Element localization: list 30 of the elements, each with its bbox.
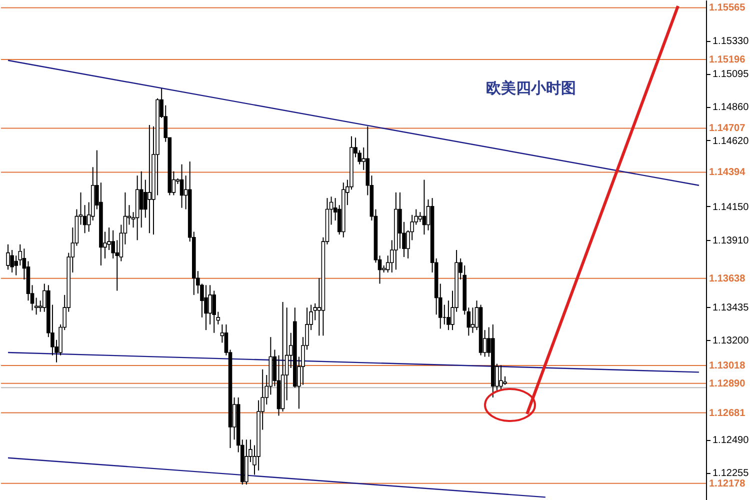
ref-line-label: 1.14394: [709, 167, 746, 178]
y-tick-label: 1.14150: [712, 202, 750, 213]
y-tick-label: 1.14620: [712, 136, 750, 147]
candlestick: [148, 124, 152, 234]
candlestick: [6, 244, 10, 270]
y-tick-label: 1.13910: [712, 236, 750, 247]
candlestick: [470, 307, 475, 334]
y-tick-label: 1.15330: [712, 36, 750, 48]
y-tick-label: 1.12490: [712, 435, 750, 446]
candlestick: [499, 364, 503, 391]
ref-line-label: 1.12681: [709, 408, 746, 419]
candlestick: [204, 284, 208, 331]
ref-line-label: 1.12178: [709, 478, 746, 490]
y-tick-label: 1.13200: [712, 335, 750, 346]
ref-line-label: 1.12890: [709, 378, 746, 390]
ref-line-label: 1.14707: [709, 123, 746, 134]
text: 欧美四小时图: [486, 79, 576, 97]
candlestick: [180, 164, 184, 208]
candlestick: [139, 170, 144, 228]
ref-line-label: 1.13018: [709, 360, 746, 372]
y-tick-label: 1.15095: [712, 69, 750, 80]
y-tick-label: 1.14860: [712, 102, 750, 114]
candlestick: [418, 212, 422, 222]
ref-line-label: 1.13638: [709, 273, 746, 284]
candlestick: [446, 300, 450, 331]
y-tick-label: 1.13435: [712, 302, 750, 314]
candlestick: [422, 179, 426, 236]
y-tick-label: 1.12255: [712, 468, 750, 480]
ref-line-label: 1.15196: [709, 54, 746, 66]
ref-line-label: 1.15565: [709, 2, 746, 14]
